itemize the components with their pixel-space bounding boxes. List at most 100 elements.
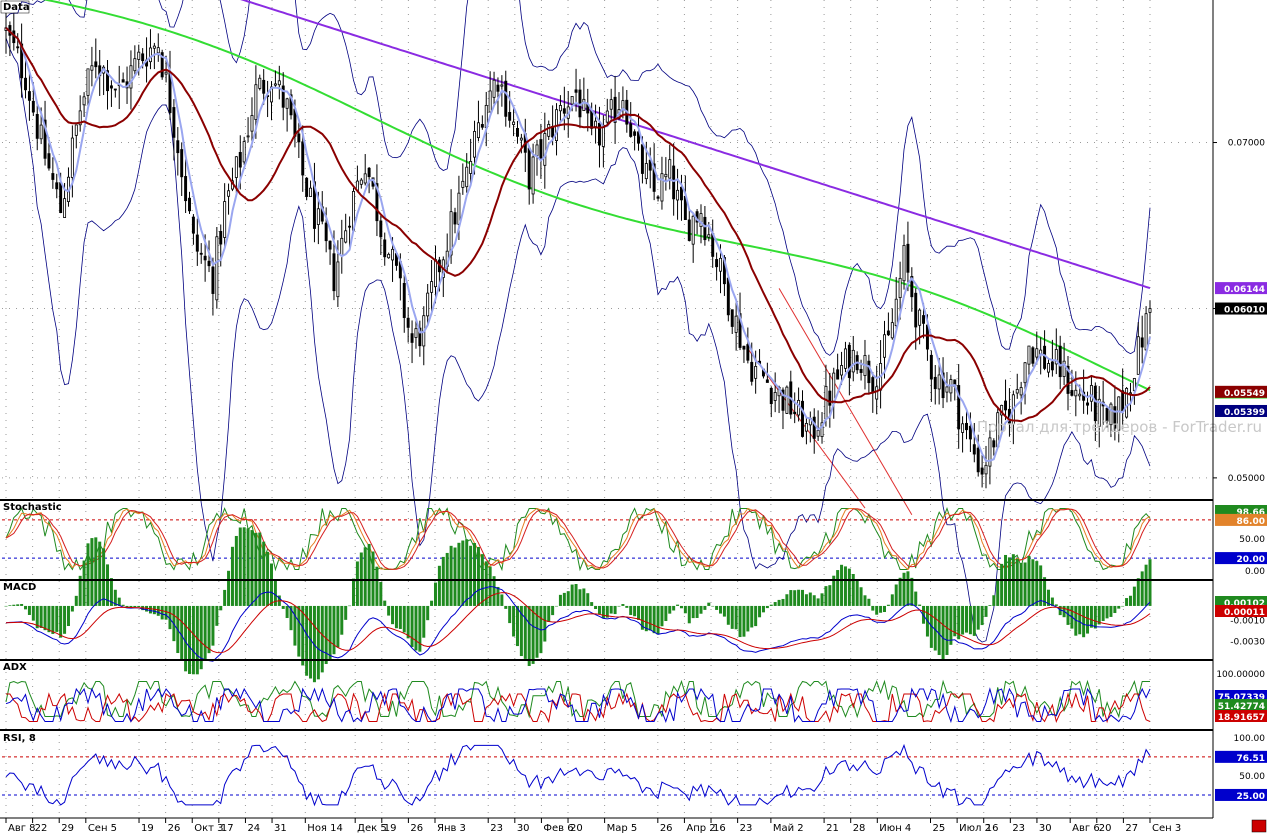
- candle-body: [570, 96, 574, 105]
- macd-histogram-bar: [730, 605, 734, 629]
- candle-body: [1136, 336, 1140, 375]
- macd-histogram-bar: [227, 570, 231, 606]
- xtick-label-33: Авг 6: [1072, 823, 1100, 834]
- macd-histogram-bar: [433, 582, 437, 606]
- macd-histogram-bar: [734, 605, 738, 630]
- macd-histogram-bar: [109, 578, 113, 606]
- rsi-panel: RSI, 8: [2, 733, 1212, 807]
- adx-minus-di-line: [6, 692, 1151, 724]
- macd-histogram-bar: [426, 605, 430, 621]
- candle-body: [976, 447, 980, 473]
- candle-body: [227, 190, 231, 197]
- macd-histogram-bar: [383, 600, 387, 606]
- candle-body: [324, 222, 328, 242]
- candle-body: [336, 261, 340, 298]
- macd-histogram-bar: [793, 590, 797, 606]
- macd-histogram-bar: [273, 580, 277, 606]
- macd-histogram-bar: [242, 527, 246, 606]
- candle-body: [820, 422, 824, 438]
- candle-body: [133, 58, 137, 72]
- macd-histogram-bar: [258, 532, 262, 606]
- macd-histogram-bar: [711, 605, 715, 607]
- candle-body: [51, 173, 55, 180]
- macd-histogram-bar: [992, 595, 996, 606]
- macd-histogram-bar: [629, 605, 633, 615]
- xtick-label-23: 23: [740, 823, 753, 834]
- bollinger-tag-bg: [1215, 404, 1267, 417]
- macd-histogram-bar: [586, 593, 590, 606]
- candle-body: [801, 400, 804, 437]
- macd-histogram-bar: [320, 605, 324, 673]
- candle-body: [106, 70, 109, 92]
- macd-histogram-bar: [20, 603, 24, 606]
- macd-histogram-bar: [188, 605, 192, 674]
- macd-histogram-bar: [1128, 595, 1132, 606]
- candle-body: [531, 156, 535, 195]
- candle-body: [262, 79, 266, 94]
- macd-histogram-bar: [387, 605, 391, 616]
- macd-histogram-bar: [86, 543, 90, 606]
- macd-histogram-bar: [27, 605, 31, 615]
- xtick-label-4: 19: [141, 823, 154, 834]
- macd-histogram-bar: [78, 575, 82, 606]
- xtick-label-25: 21: [826, 823, 839, 834]
- candle-body: [160, 52, 164, 78]
- macd-histogram-bar: [98, 541, 102, 606]
- macd-histogram-bar: [855, 579, 859, 606]
- ma100-line: [42, 0, 1151, 392]
- macd-histogram-bar: [270, 563, 274, 606]
- candle-body: [137, 51, 141, 60]
- macd-histogram-bar: [609, 605, 613, 614]
- candle-body: [469, 160, 473, 174]
- macd-histogram-bar: [484, 561, 488, 606]
- candle-body: [27, 91, 31, 101]
- macd-histogram-bar: [984, 605, 988, 617]
- macd-histogram-bar: [875, 605, 879, 615]
- macd-histogram-bar: [836, 570, 840, 606]
- macd-histogram-bar: [371, 551, 375, 606]
- macd-histogram-bar: [254, 532, 258, 606]
- candle-body: [402, 282, 406, 318]
- macd-histogram-bar: [679, 605, 683, 609]
- main-ytick-0: 0.07000: [1228, 139, 1265, 149]
- macd-histogram-bar: [828, 585, 832, 606]
- macd-histogram-bar: [543, 605, 547, 642]
- xtick-label-3: Сен 5: [88, 823, 117, 834]
- candle-body: [16, 46, 20, 49]
- macd-histogram-bar: [148, 605, 152, 614]
- candle-body: [1089, 385, 1093, 402]
- macd-histogram-bar: [285, 605, 289, 619]
- macd-histogram-bar: [996, 579, 1000, 606]
- stoch-ytick-0: 50.00: [1239, 535, 1265, 545]
- candle-body: [840, 365, 844, 376]
- candle-body: [207, 260, 211, 267]
- macd-histogram-bar: [1121, 605, 1125, 607]
- macd-histogram-bar: [590, 602, 594, 606]
- xtick-label-30: 16: [986, 823, 999, 834]
- macd-histogram-bar: [4, 605, 8, 607]
- macd-histogram-bar: [281, 605, 285, 609]
- macd-ytick-0: -0.0010: [1230, 617, 1265, 627]
- last-price-tag: 0.06010: [1224, 306, 1265, 316]
- candle-body: [281, 85, 285, 108]
- macd-histogram-bar: [160, 605, 164, 620]
- macd-histogram-bar: [43, 605, 47, 631]
- candle-body: [886, 330, 890, 336]
- candle-body: [242, 141, 246, 163]
- candle-body: [812, 416, 816, 439]
- macd-histogram-bar: [414, 605, 418, 651]
- macd-histogram-bar: [70, 605, 74, 612]
- macd-histogram-bar: [289, 605, 293, 631]
- macd-histogram-bar: [578, 589, 582, 606]
- xtick-label-27: Июн 4: [879, 823, 911, 834]
- candle-body: [246, 135, 250, 138]
- candle-body: [633, 131, 637, 136]
- candle-body: [1070, 390, 1074, 396]
- macd-histogram-bar: [1043, 577, 1047, 606]
- macd-histogram-bar: [707, 602, 711, 606]
- macd-histogram-bar: [324, 605, 328, 665]
- candle-body: [781, 389, 785, 411]
- candle-body: [793, 411, 797, 415]
- scroll-icon: [1251, 819, 1267, 833]
- candle-body: [500, 84, 504, 87]
